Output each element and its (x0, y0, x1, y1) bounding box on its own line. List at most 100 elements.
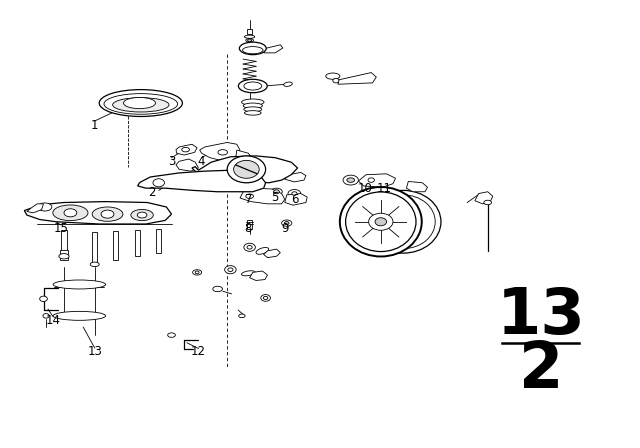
Ellipse shape (113, 98, 169, 112)
Ellipse shape (212, 286, 223, 292)
Polygon shape (240, 188, 285, 204)
Polygon shape (285, 172, 306, 182)
Ellipse shape (256, 247, 269, 254)
Text: 1: 1 (91, 119, 99, 132)
Ellipse shape (241, 271, 255, 276)
Polygon shape (338, 73, 376, 84)
Polygon shape (176, 159, 198, 171)
Ellipse shape (124, 97, 156, 109)
Polygon shape (406, 181, 428, 192)
Ellipse shape (244, 82, 262, 90)
Ellipse shape (347, 178, 355, 182)
Ellipse shape (43, 314, 49, 318)
Ellipse shape (244, 107, 262, 112)
Text: 7: 7 (244, 193, 252, 206)
Text: 8: 8 (244, 222, 252, 235)
Ellipse shape (90, 262, 99, 267)
Ellipse shape (261, 295, 270, 301)
Ellipse shape (244, 35, 255, 38)
Ellipse shape (248, 39, 252, 42)
Ellipse shape (243, 47, 263, 54)
Ellipse shape (285, 221, 289, 225)
Polygon shape (138, 170, 266, 192)
Text: 5: 5 (271, 190, 279, 204)
Ellipse shape (343, 175, 358, 185)
Polygon shape (475, 192, 493, 204)
Text: 12: 12 (191, 345, 206, 358)
Ellipse shape (218, 150, 228, 155)
Ellipse shape (53, 280, 106, 289)
Ellipse shape (371, 195, 435, 249)
Ellipse shape (182, 147, 189, 152)
Ellipse shape (244, 243, 255, 251)
Bar (61, 229, 67, 254)
Polygon shape (198, 158, 293, 181)
Ellipse shape (99, 90, 182, 116)
Ellipse shape (227, 156, 266, 183)
Bar (248, 29, 252, 34)
Ellipse shape (239, 314, 245, 318)
Ellipse shape (340, 187, 422, 256)
Ellipse shape (284, 82, 292, 86)
Ellipse shape (104, 94, 178, 114)
Polygon shape (27, 204, 44, 213)
Ellipse shape (243, 103, 262, 108)
Bar (92, 232, 97, 263)
Ellipse shape (234, 160, 259, 178)
Polygon shape (176, 144, 197, 155)
Ellipse shape (246, 39, 253, 42)
Text: 9: 9 (281, 222, 289, 235)
Ellipse shape (333, 78, 339, 83)
Ellipse shape (225, 266, 236, 274)
Text: 6: 6 (291, 193, 298, 206)
Ellipse shape (131, 209, 154, 220)
Text: 14: 14 (45, 314, 61, 327)
Polygon shape (250, 271, 268, 280)
Text: 11: 11 (376, 181, 392, 195)
Ellipse shape (244, 111, 261, 115)
Ellipse shape (326, 73, 340, 79)
Text: 3: 3 (168, 155, 175, 168)
Ellipse shape (274, 190, 280, 194)
Ellipse shape (368, 178, 374, 182)
Ellipse shape (228, 268, 233, 271)
Bar (247, 220, 252, 229)
Polygon shape (358, 174, 396, 187)
Ellipse shape (242, 99, 264, 105)
Ellipse shape (239, 42, 266, 55)
Ellipse shape (195, 271, 199, 274)
Text: 2: 2 (148, 186, 156, 199)
Ellipse shape (138, 212, 147, 218)
Ellipse shape (193, 270, 202, 275)
Text: 13: 13 (87, 345, 102, 358)
Ellipse shape (484, 200, 492, 205)
Ellipse shape (153, 179, 164, 187)
Ellipse shape (263, 297, 268, 299)
Ellipse shape (288, 190, 301, 198)
Polygon shape (192, 156, 298, 183)
Polygon shape (236, 150, 252, 162)
Ellipse shape (64, 209, 77, 217)
Ellipse shape (247, 246, 252, 249)
Ellipse shape (239, 79, 268, 93)
Polygon shape (264, 249, 280, 258)
Ellipse shape (282, 220, 292, 226)
Text: 4: 4 (198, 155, 205, 168)
Ellipse shape (271, 188, 282, 195)
Ellipse shape (375, 218, 387, 226)
Ellipse shape (292, 192, 297, 195)
Bar (113, 231, 118, 260)
Text: 2: 2 (518, 339, 563, 401)
Bar (156, 229, 161, 253)
Bar (135, 230, 140, 256)
Ellipse shape (38, 203, 52, 211)
Ellipse shape (92, 207, 123, 221)
Polygon shape (24, 202, 172, 224)
Ellipse shape (53, 311, 106, 320)
Ellipse shape (59, 254, 69, 259)
Text: 15: 15 (53, 222, 68, 235)
Ellipse shape (369, 213, 393, 230)
Polygon shape (264, 45, 283, 53)
Ellipse shape (53, 205, 88, 221)
Ellipse shape (168, 333, 175, 337)
